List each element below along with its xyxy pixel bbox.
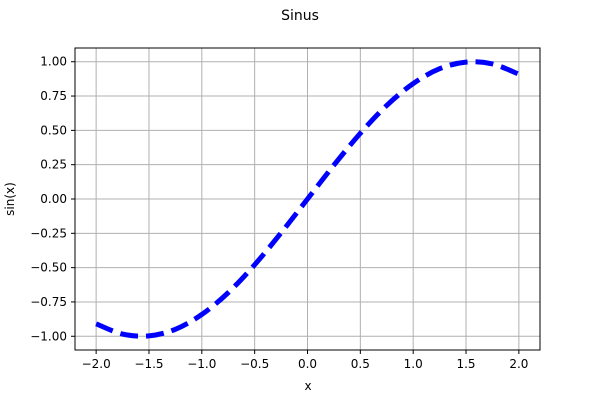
y-tick-label: 0.25 (40, 158, 67, 172)
x-tick-label: −1.5 (134, 357, 163, 371)
y-tick-label: 1.00 (40, 55, 67, 69)
y-tick-label: −0.75 (30, 295, 67, 309)
x-tick-label: 0.5 (351, 357, 370, 371)
y-ticks: −1.00 −0.75 −0.50 −0.25 0.00 0.25 0.50 0.75 1.00 (30, 55, 75, 343)
y-tick-label: 0.50 (40, 123, 67, 137)
y-tick-label: 0.00 (40, 192, 67, 206)
x-tick-label: −1.0 (187, 357, 216, 371)
x-tick-label: −2.0 (82, 357, 111, 371)
y-tick-label: −1.00 (30, 329, 67, 343)
x-tick-label: 1.0 (404, 357, 423, 371)
y-axis-label: sin(x) (3, 182, 17, 216)
y-tick-label: −0.25 (30, 226, 67, 240)
x-tick-label: 0.0 (298, 357, 317, 371)
sine-series-line (95, 59, 520, 339)
x-tick-label: 2.0 (509, 357, 528, 371)
y-tick-label: 0.75 (40, 89, 67, 103)
chart-title: Sinus (281, 8, 319, 24)
x-tick-label: −0.5 (240, 357, 269, 371)
x-ticks: −2.0 −1.5 −1.0 −0.5 0.0 0.5 1.0 1.5 2.0 (82, 350, 528, 371)
x-tick-label: 1.5 (456, 357, 475, 371)
x-axis-label: x (304, 379, 311, 393)
series-group (95, 59, 520, 339)
y-tick-label: −0.50 (30, 261, 67, 275)
